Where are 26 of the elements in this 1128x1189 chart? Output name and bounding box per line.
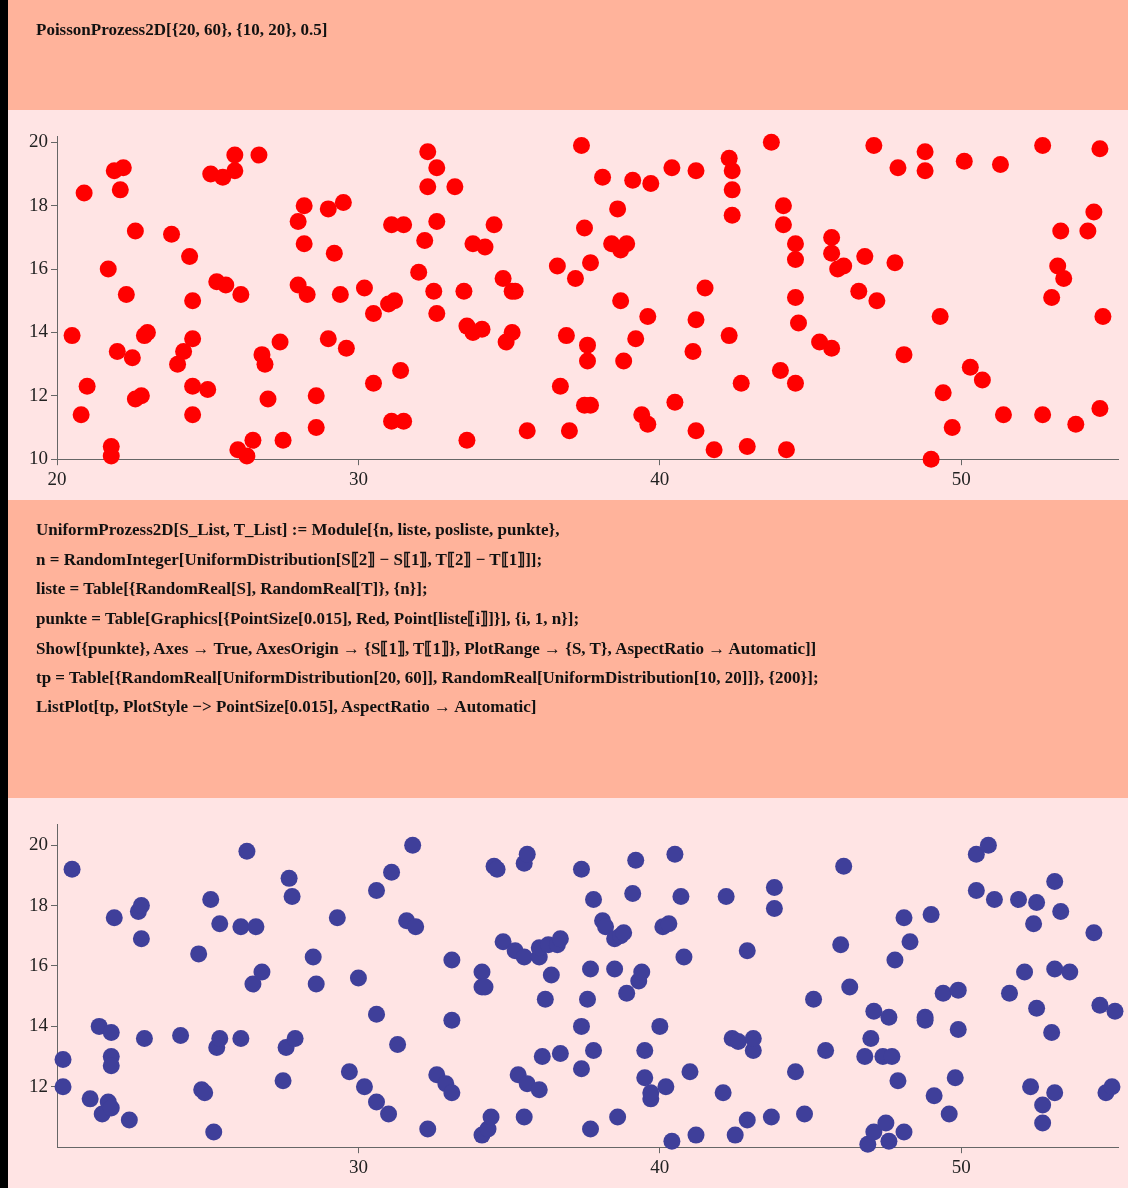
text: n = RandomInteger[UniformDistribution[S⟦2⟧ − S⟦1⟧, T⟦2⟧ − T⟦1⟧]]; bbox=[36, 549, 544, 570]
x-tick-label: 40 bbox=[650, 467, 670, 489]
y-tick-label: 16 bbox=[29, 953, 48, 975]
text: Show[{punkte}, Axes → True, AxesOrigin → {S⟦1⟧, T⟦1⟧}, PlotRange → {S, T}, AspectRatio → Automatic]] bbox=[36, 638, 818, 659]
y-tick-label: 14 bbox=[29, 320, 49, 342]
y-tick-label: 16 bbox=[29, 257, 48, 279]
y-tick-label: 12 bbox=[29, 383, 48, 405]
y-tick-label: 18 bbox=[29, 893, 48, 915]
text: liste = Table[{RandomReal[S], RandomReal[T]}, {n}]; bbox=[36, 579, 429, 599]
text: punkte = Table[Graphics[{PointSize[0.015], Red, Point[liste⟦i⟧]}], {i, 1, n}]; bbox=[36, 608, 581, 629]
y-tick-label: 10 bbox=[29, 447, 48, 469]
x-tick-label: 50 bbox=[951, 467, 971, 489]
y-tick-label: 20 bbox=[29, 130, 48, 152]
x-tick-label: 20 bbox=[47, 467, 67, 489]
x-tick-label: 40 bbox=[650, 1155, 670, 1177]
x-tick-label: 30 bbox=[348, 1155, 368, 1177]
chart-title: PoissonProzess2D[{20, 60}, {10, 20}, 0.5] bbox=[36, 20, 329, 40]
y-tick-label: 12 bbox=[29, 1074, 48, 1096]
text: ListPlot[tp, PlotStyle −> PointSize[0.015], AspectRatio → Automatic] bbox=[36, 697, 538, 717]
y-tick-label: 14 bbox=[29, 1014, 49, 1036]
x-tick-label: 30 bbox=[348, 467, 368, 489]
text: tp = Table[{RandomReal[UniformDistribution[20, 60]], RandomReal[UniformDistribution[10, 20]]}, {200}]; bbox=[36, 668, 820, 688]
x-tick-label: 50 bbox=[951, 1155, 971, 1177]
y-tick-label: 20 bbox=[29, 833, 48, 855]
text: UniformProzess2D[S_List, T_List] := Module[{n, liste, posliste, punkte}, bbox=[36, 520, 561, 540]
y-tick-label: 18 bbox=[29, 193, 48, 215]
